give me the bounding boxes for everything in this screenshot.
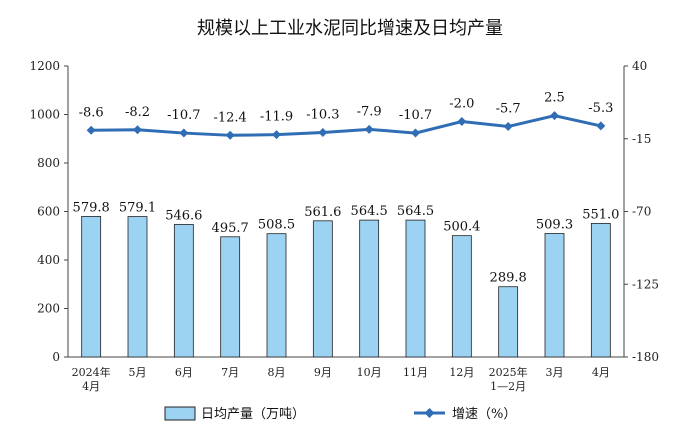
- bar-value-label: 289.8: [490, 271, 527, 286]
- bar-value-label: 508.5: [258, 218, 295, 233]
- x-category-label: 12月: [449, 366, 474, 379]
- line-point: [411, 128, 420, 138]
- bar-value-label: 579.8: [73, 200, 110, 215]
- line-value-label: -10.3: [306, 108, 339, 123]
- left-tick-label: 400: [37, 253, 60, 267]
- line-point: [272, 130, 281, 140]
- x-category-label: 2025年: [489, 365, 528, 379]
- line-point: [596, 121, 606, 131]
- right-tick-label: -180: [632, 350, 659, 364]
- x-category-label: 2024年: [72, 365, 111, 379]
- line-point: [225, 130, 235, 140]
- line-value-label: -10.7: [167, 108, 200, 123]
- line-point: [318, 128, 328, 138]
- x-category-label: 8月: [268, 366, 286, 379]
- bar-value-label: 561.6: [304, 205, 341, 220]
- x-category-label: 6月: [175, 366, 193, 379]
- line-value-label: -7.9: [357, 104, 382, 119]
- legend-line-label: 增速（%）: [452, 407, 516, 422]
- bar-value-label: 564.5: [397, 204, 434, 219]
- line-value-label: -5.7: [496, 101, 521, 116]
- left-tick-label: 1200: [29, 59, 60, 73]
- bar: [173, 224, 194, 358]
- bar: [359, 219, 380, 358]
- growth-line: [91, 114, 602, 137]
- line-point: [550, 111, 559, 121]
- line-value-label: -12.4: [213, 110, 246, 125]
- x-category-label: 3月: [546, 366, 564, 379]
- line-series: [86, 111, 606, 140]
- legend-bar-label: 日均产量（万吨）: [201, 407, 305, 422]
- line-value-label: -5.3: [588, 101, 613, 116]
- line-value-label: -8.2: [125, 105, 150, 120]
- x-category-label: 5月: [129, 366, 147, 379]
- bar: [451, 235, 472, 358]
- line-point: [503, 121, 513, 131]
- x-category-label: 4月: [592, 366, 610, 379]
- bar-value-label: 564.5: [351, 204, 388, 219]
- bar: [81, 215, 102, 358]
- x-category-label: 11月: [403, 366, 428, 379]
- bar: [544, 233, 565, 358]
- bar-value-label: 546.6: [165, 208, 202, 223]
- left-tick-label: 600: [37, 205, 60, 219]
- right-y-ticks: 40 -15 -70 -125 -180: [624, 59, 659, 364]
- legend: 日均产量（万吨） 增速（%）: [164, 406, 516, 422]
- line-point: [364, 124, 374, 134]
- bar: [590, 222, 611, 358]
- line-value-labels: -8.6 -8.2 -10.7 -12.4 -11.9 -10.3 -7.9 -10.7 -2.…: [79, 91, 614, 126]
- left-tick-label: 800: [37, 156, 60, 170]
- x-category-label: 7月: [221, 366, 239, 379]
- line-point: [133, 125, 142, 135]
- bar-value-label: 495.7: [212, 221, 249, 236]
- legend-bar-swatch: [164, 406, 196, 421]
- chart-title: 规模以上工业水泥同比增速及日均产量: [197, 18, 503, 39]
- bar-value-label: 551.0: [582, 207, 619, 222]
- bar-value-label: 579.1: [119, 201, 156, 216]
- line-value-label: 2.5: [544, 91, 565, 106]
- right-tick-label: -125: [632, 277, 659, 291]
- left-y-ticks: 0 200 400 600 800 1000 1200: [29, 59, 68, 364]
- line-point: [179, 128, 189, 138]
- line-point: [457, 117, 467, 127]
- x-category-label: 10月: [357, 366, 382, 379]
- bar: [127, 216, 148, 358]
- bar-value-label: 500.4: [443, 220, 480, 235]
- x-category-label: 4月: [82, 380, 100, 393]
- bar: [220, 236, 241, 358]
- bar: [266, 233, 287, 358]
- left-tick-label: 0: [52, 350, 60, 364]
- legend-line-marker: [424, 408, 435, 418]
- line-value-label: -10.7: [399, 108, 432, 123]
- line-value-label: -11.9: [260, 110, 293, 125]
- left-tick-label: 200: [37, 302, 60, 316]
- bar: [498, 286, 519, 358]
- right-tick-label: -70: [632, 205, 651, 219]
- bar-series: [81, 215, 611, 358]
- right-tick-label: 40: [632, 59, 647, 73]
- bar-value-label: 509.3: [536, 217, 573, 232]
- x-category-label: 9月: [314, 366, 332, 379]
- line-point: [86, 125, 96, 135]
- line-value-label: -8.6: [79, 105, 104, 120]
- line-value-label: -2.0: [449, 97, 474, 112]
- left-tick-label: 1000: [29, 108, 60, 122]
- bar: [405, 219, 426, 358]
- x-category-label: 1—2月: [490, 380, 526, 393]
- bar-value-labels: 579.8 579.1 546.6 495.7 508.5 561.6 564.5 564.5…: [73, 200, 620, 285]
- right-tick-label: -15: [632, 132, 651, 146]
- bar: [312, 220, 333, 358]
